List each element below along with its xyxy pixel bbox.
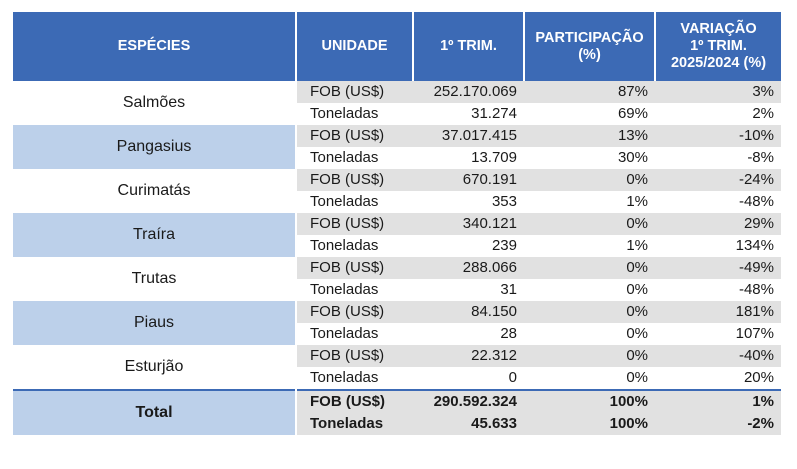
table-row: Toneladas 239 1% 134% (13, 235, 781, 257)
unit-cell: FOB (US$) (296, 257, 413, 279)
variation-cell: 29% (655, 213, 781, 235)
species-name: Total (13, 389, 297, 435)
table-row: Toneladas 31 0% -48% (13, 279, 781, 301)
unit-cell: Toneladas (296, 235, 413, 257)
unit-cell: FOB (US$) (296, 125, 413, 147)
share-cell: 0% (524, 257, 655, 279)
share-cell: 0% (524, 345, 655, 367)
value-cell: 37.017.415 (413, 125, 524, 147)
unit-cell: Toneladas (296, 147, 413, 169)
header-trim: 1º TRIM. (413, 12, 525, 81)
value-cell: 0 (413, 367, 524, 390)
variation-cell: 1% (655, 389, 781, 413)
unit-cell: Toneladas (296, 103, 413, 125)
share-cell: 1% (524, 235, 655, 257)
unit-cell: FOB (US$) (296, 345, 413, 367)
species-name: Piaus (13, 301, 297, 345)
variation-cell: -24% (655, 169, 781, 191)
share-cell: 13% (524, 125, 655, 147)
variation-cell: -48% (655, 279, 781, 301)
table-header: ESPÉCIES UNIDADE 1º TRIM. PARTICIPAÇÃO (%… (13, 12, 781, 81)
unit-cell: Toneladas (296, 413, 413, 435)
value-cell: 22.312 (413, 345, 524, 367)
value-cell: 353 (413, 191, 524, 213)
unit-cell: FOB (US$) (296, 169, 413, 191)
table-row: Traíra FOB (US$) 340.121 0% 29% (13, 213, 781, 257)
variation-cell: 20% (655, 367, 781, 390)
header-variation: VARIAÇÃO 1º TRIM. 2025/2024 (%) (655, 12, 781, 81)
value-cell: 31 (413, 279, 524, 301)
share-cell: 100% (524, 389, 655, 413)
value-cell: 670.191 (413, 169, 524, 191)
unit-cell: Toneladas (296, 279, 413, 301)
table-row: Pangasius FOB (US$) 37.017.415 13% -10% (13, 125, 781, 169)
variation-cell: -49% (655, 257, 781, 279)
unit-cell: Toneladas (296, 367, 413, 390)
variation-cell: 3% (655, 81, 781, 103)
share-cell: 0% (524, 323, 655, 345)
unit-cell: FOB (US$) (296, 81, 413, 103)
table-row: Toneladas 45.633 100% -2% (13, 413, 781, 435)
value-cell: 13.709 (413, 147, 524, 169)
share-cell: 1% (524, 191, 655, 213)
table-row: Piaus FOB (US$) 84.150 0% 181% (13, 301, 781, 345)
value-cell: 290.592.324 (413, 389, 524, 413)
table-row: Salmões FOB (US$) 252.170.069 87% 3% (13, 81, 781, 125)
variation-cell: -40% (655, 345, 781, 367)
value-cell: 45.633 (413, 413, 524, 435)
unit-cell: Toneladas (296, 323, 413, 345)
value-cell: 31.274 (413, 103, 524, 125)
variation-cell: -10% (655, 125, 781, 147)
share-cell: 0% (524, 169, 655, 191)
value-cell: 340.121 (413, 213, 524, 235)
species-name: Esturjão (13, 345, 297, 390)
value-cell: 28 (413, 323, 524, 345)
value-cell: 239 (413, 235, 524, 257)
share-cell: 0% (524, 301, 655, 323)
header-share: PARTICIPAÇÃO (%) (524, 12, 656, 81)
variation-cell: 107% (655, 323, 781, 345)
share-cell: 0% (524, 279, 655, 301)
share-cell: 100% (524, 413, 655, 435)
share-cell: 69% (524, 103, 655, 125)
table-row: Trutas FOB (US$) 288.066 0% -49% (13, 257, 781, 301)
table-body: Salmões FOB (US$) 252.170.069 87% 3% Tonelada… (13, 81, 781, 435)
header-unit: UNIDADE (296, 12, 414, 81)
value-cell: 252.170.069 (413, 81, 524, 103)
variation-cell: 181% (655, 301, 781, 323)
unit-cell: FOB (US$) (296, 213, 413, 235)
share-cell: 0% (524, 367, 655, 390)
table-row: Curimatás FOB (US$) 670.191 0% -24% (13, 169, 781, 213)
table-row: Toneladas 13.709 30% -8% (13, 147, 781, 169)
table-row: Toneladas 353 1% -48% (13, 191, 781, 213)
species-name: Trutas (13, 257, 297, 301)
value-cell: 288.066 (413, 257, 524, 279)
variation-cell: 134% (655, 235, 781, 257)
species-name: Curimatás (13, 169, 297, 213)
unit-cell: FOB (US$) (296, 389, 413, 413)
table-row: Toneladas 0 0% 20% (13, 367, 781, 390)
table-row: Toneladas 28 0% 107% (13, 323, 781, 345)
share-cell: 0% (524, 213, 655, 235)
species-name: Traíra (13, 213, 297, 257)
value-cell: 84.150 (413, 301, 524, 323)
variation-cell: -48% (655, 191, 781, 213)
unit-cell: Toneladas (296, 191, 413, 213)
species-name: Salmões (13, 81, 297, 125)
header-species: ESPÉCIES (13, 12, 297, 81)
variation-cell: 2% (655, 103, 781, 125)
share-cell: 87% (524, 81, 655, 103)
table-row: Total FOB (US$) 290.592.324 100% 1% (13, 389, 781, 435)
share-cell: 30% (524, 147, 655, 169)
species-export-table: ESPÉCIES UNIDADE 1º TRIM. PARTICIPAÇÃO (%… (13, 12, 781, 435)
unit-cell: FOB (US$) (296, 301, 413, 323)
table-row: Esturjão FOB (US$) 22.312 0% -40% (13, 345, 781, 390)
variation-cell: -2% (655, 413, 781, 435)
variation-cell: -8% (655, 147, 781, 169)
table-row: Toneladas 31.274 69% 2% (13, 103, 781, 125)
species-name: Pangasius (13, 125, 297, 169)
